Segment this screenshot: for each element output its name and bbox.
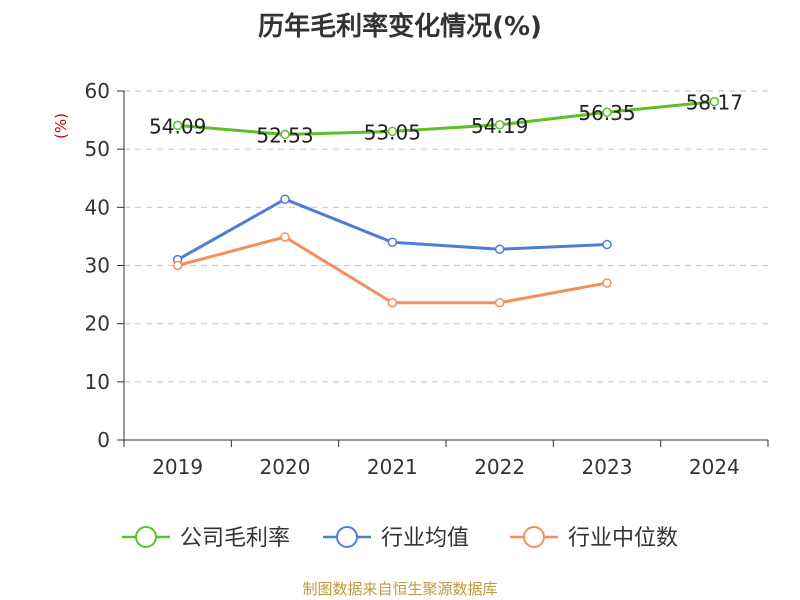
y-tick-label: 30 <box>85 254 110 278</box>
data-label: 52.53 <box>256 123 313 147</box>
series-2 <box>172 232 612 308</box>
data-point[interactable] <box>602 107 612 117</box>
y-tick-label: 10 <box>85 370 110 394</box>
x-tick-label: 2023 <box>582 455 633 479</box>
legend-label: 公司毛利率 <box>180 526 290 551</box>
data-point[interactable] <box>280 194 290 204</box>
data-point[interactable] <box>387 237 398 247</box>
data-point[interactable] <box>494 297 505 308</box>
legend-swatch-marker <box>336 526 358 548</box>
axes: 0 10 20 30 40 50 60 2019 2020 2021 2022 2023 2024 <box>85 79 769 479</box>
data-point[interactable] <box>494 244 505 254</box>
data-point[interactable] <box>709 96 720 107</box>
series-0: 54.09 52.53 53.05 54.19 56.35 58.17 <box>149 91 743 148</box>
data-label: 56.35 <box>578 101 635 125</box>
legend-swatch-marker <box>135 526 157 548</box>
legend-label: 行业均值 <box>381 526 469 551</box>
y-tick-label: 20 <box>85 312 110 336</box>
x-tick-label: 2021 <box>367 455 418 479</box>
legend[interactable]: 公司毛利率 行业均值 行业中位数 <box>122 526 678 551</box>
data-label: 54.19 <box>471 114 528 138</box>
data-point[interactable] <box>387 126 398 137</box>
legend-swatch-marker <box>523 526 545 548</box>
x-tick-label: 2024 <box>689 455 740 479</box>
y-tick-label: 40 <box>85 195 110 219</box>
legend-item-0[interactable]: 公司毛利率 <box>122 526 290 551</box>
data-point[interactable] <box>172 260 183 271</box>
data-label: 58.17 <box>686 91 743 115</box>
legend-item-1[interactable]: 行业均值 <box>323 526 469 551</box>
data-point[interactable] <box>494 120 505 130</box>
data-point[interactable] <box>387 297 398 308</box>
data-label: 53.05 <box>364 120 421 144</box>
data-label: 54.09 <box>149 114 206 138</box>
x-tick-label: 2020 <box>260 455 311 479</box>
x-tick-label: 2022 <box>474 455 525 479</box>
series: 54.09 52.53 53.05 54.19 56.35 58.17 <box>149 91 743 308</box>
grid-lines <box>124 90 768 383</box>
data-point[interactable] <box>602 239 612 250</box>
data-point[interactable] <box>602 278 612 288</box>
chart-title: 历年毛利率变化情况(%) <box>258 12 542 42</box>
y-tick-label: 50 <box>85 137 110 161</box>
series-line <box>177 100 715 136</box>
y-axis-label: (%) <box>52 113 70 139</box>
series-1 <box>172 194 612 265</box>
source-note: 制图数据来自恒生聚源数据库 <box>302 580 498 598</box>
y-tick-label: 0 <box>97 428 110 452</box>
y-tick-label: 60 <box>85 79 110 103</box>
data-point[interactable] <box>280 232 290 242</box>
series-line <box>176 197 608 261</box>
data-point[interactable] <box>172 120 183 131</box>
legend-item-2[interactable]: 行业中位数 <box>510 526 678 551</box>
data-point[interactable] <box>280 129 290 140</box>
x-tick-label: 2019 <box>152 455 203 479</box>
legend-label: 行业中位数 <box>568 526 678 551</box>
